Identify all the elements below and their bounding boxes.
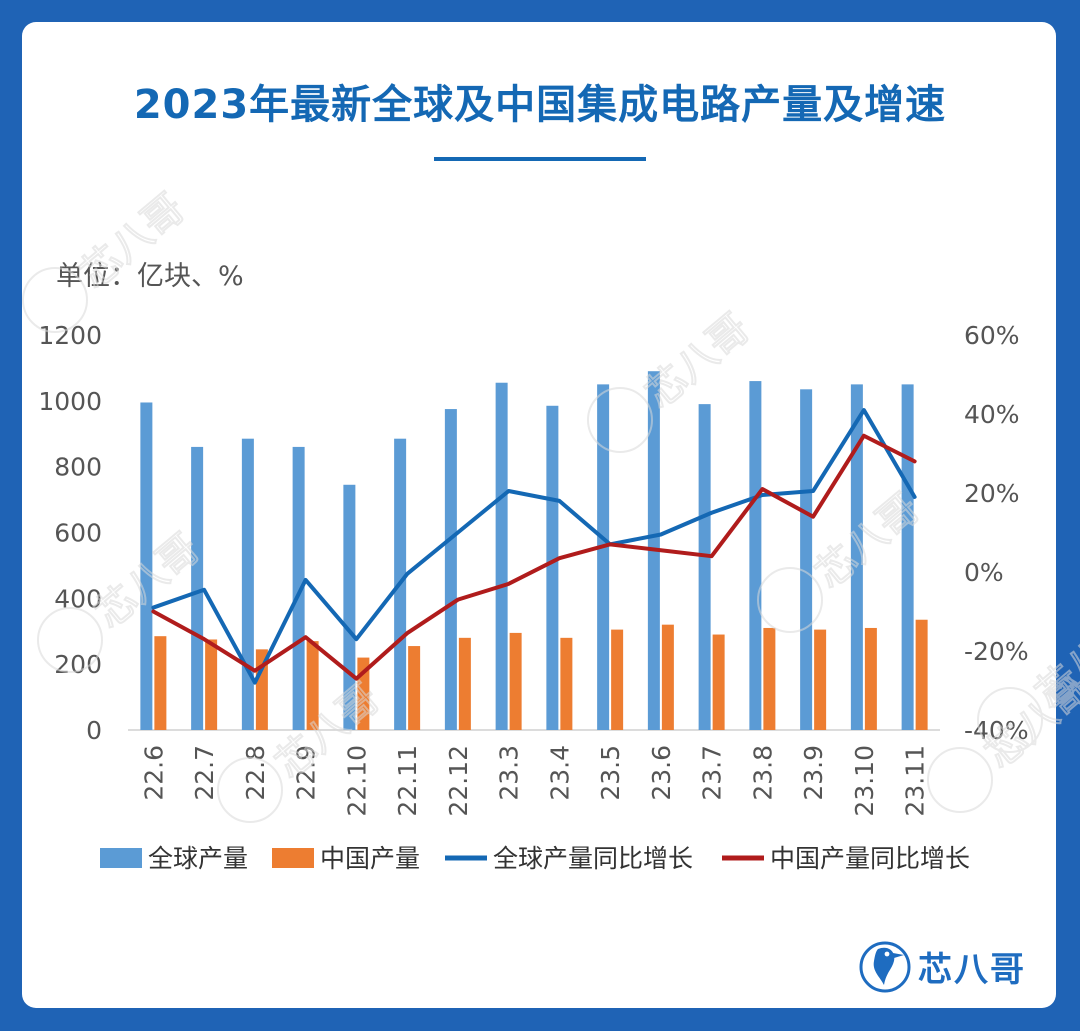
bar-china-output [864, 627, 877, 730]
y-right-tick-label: -20% [964, 637, 1029, 666]
x-tick-label: 22.11 [393, 745, 422, 817]
y-left-tick-label: 400 [54, 584, 102, 613]
x-tick-label: 23.3 [495, 745, 524, 801]
bar-global-output [901, 384, 914, 730]
x-tick-label: 23.7 [698, 745, 727, 801]
y-right-tick-label: 0% [964, 558, 1004, 587]
bar-china-output [611, 629, 624, 730]
bar-global-output [343, 484, 356, 730]
bar-global-output [850, 384, 863, 730]
bar-china-output [306, 641, 319, 730]
bar-china-output [814, 629, 827, 730]
bar-china-output [408, 646, 421, 730]
y-left-tick-label: 1200 [38, 321, 102, 350]
legend-label: 全球产量 [148, 844, 248, 873]
line-china-growth [151, 433, 917, 681]
x-tick-label: 22.8 [241, 745, 270, 801]
y-left-tick-label: 1000 [38, 387, 102, 416]
bar-china-output [763, 627, 776, 730]
x-tick-label: 22.12 [444, 745, 473, 817]
bar-global-output [800, 389, 813, 730]
x-tick-label: 22.7 [190, 745, 219, 801]
bar-china-output [915, 619, 928, 730]
x-tick-label: 23.9 [799, 745, 828, 801]
brand-logo: 芯八哥 [858, 936, 1026, 996]
legend-label: 中国产量同比增长 [770, 844, 970, 873]
x-tick-label: 23.4 [545, 745, 574, 801]
x-tick-label: 22.10 [342, 745, 371, 817]
bar-global-output [140, 402, 153, 730]
title-underline [434, 157, 646, 161]
bar-china-output [154, 636, 167, 730]
x-tick-label: 22.9 [292, 745, 321, 801]
y-right-tick-label: -40% [964, 716, 1029, 745]
bar-china-output [712, 634, 725, 730]
bar-global-output [546, 405, 559, 730]
y-right-tick-label: 60% [964, 321, 1020, 350]
legend-label: 中国产量 [320, 844, 420, 873]
page-title: 2023年最新全球及中国集成电路产量及增速 [133, 82, 947, 128]
brand-name: 芯八哥 [918, 949, 1026, 990]
bar-china-output [661, 624, 674, 730]
bar-global-output [597, 384, 610, 730]
bar-global-output [444, 409, 457, 730]
x-tick-label: 23.6 [647, 745, 676, 801]
x-tick-label: 23.11 [901, 745, 930, 817]
x-tick-label: 23.10 [850, 745, 879, 817]
bar-china-output [458, 637, 471, 730]
legend-swatch [272, 848, 314, 868]
bar-global-output [495, 382, 508, 730]
y-right-tick-label: 40% [964, 400, 1020, 429]
bar-global-output [698, 404, 711, 730]
y-left-tick-label: 800 [54, 453, 102, 482]
bar-global-output [749, 381, 762, 730]
bar-china-output [509, 632, 522, 730]
x-tick-label: 22.6 [139, 745, 168, 801]
y-left-tick-label: 600 [54, 519, 102, 548]
bar-global-output [241, 438, 254, 730]
y-left-tick-label: 200 [54, 650, 102, 679]
line-global-growth [151, 408, 917, 685]
x-tick-label: 23.5 [596, 745, 625, 801]
bar-global-output [292, 446, 305, 730]
bar-global-output [191, 446, 204, 730]
bird-logo-icon [859, 941, 911, 993]
bar-china-output [560, 637, 573, 730]
bar-china-output [205, 639, 218, 730]
x-tick-label: 23.8 [748, 745, 777, 801]
y-left-tick-label: 0 [86, 716, 102, 745]
legend-label: 全球产量同比增长 [493, 844, 693, 873]
legend-swatch [100, 848, 142, 868]
y-right-tick-label: 20% [964, 479, 1020, 508]
